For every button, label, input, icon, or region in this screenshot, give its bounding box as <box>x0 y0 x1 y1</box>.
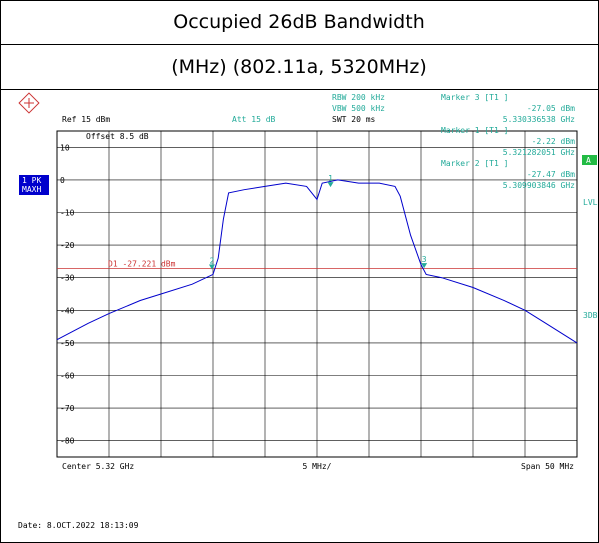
marker-name: Marker 1 [T1 ] <box>441 126 508 135</box>
y-tick-label: -40 <box>60 306 75 315</box>
y-tick-label: 10 <box>60 143 70 152</box>
marker-freq: 5.321282051 GHz <box>503 148 575 157</box>
side-3db: 3DB <box>583 311 598 320</box>
side-a: A <box>586 156 591 165</box>
side-badge <box>582 155 597 165</box>
marker <box>208 264 215 270</box>
y-tick-label: -20 <box>60 241 75 250</box>
y-tick-label: -30 <box>60 274 75 283</box>
y-tick-label: 0 <box>60 176 65 185</box>
swt: SWT 20 ms <box>332 115 376 124</box>
marker-level: -27.05 dBm <box>527 104 575 113</box>
y-tick-label: -70 <box>60 404 75 413</box>
display-line-label: D1 -27.221 dBm <box>108 260 176 269</box>
chart-title: Occupied 26dB Bandwidth <box>173 11 424 33</box>
trace-badge <box>19 175 49 195</box>
chart-subtitle: (MHz) (802.11a, 5320MHz) <box>171 56 427 78</box>
y-tick-label: -50 <box>60 339 75 348</box>
vbw: VBW 500 kHz <box>332 104 385 113</box>
offset: Offset 8.5 dB <box>86 132 149 141</box>
y-tick-label: -10 <box>60 209 75 218</box>
marker-level: -2.22 dBm <box>532 137 576 146</box>
logo <box>18 92 40 114</box>
marker-freq: 5.309903846 GHz <box>503 181 575 190</box>
marker-name: Marker 3 [T1 ] <box>441 93 508 102</box>
marker-label: 1 <box>328 174 333 183</box>
side-lvl: LVL <box>583 198 598 207</box>
center: Center 5.32 GHz <box>62 462 134 471</box>
y-tick-label: -60 <box>60 372 75 381</box>
marker <box>327 182 334 188</box>
marker <box>421 263 428 269</box>
date: Date: 8.OCT.2022 18:13:09 <box>18 521 139 530</box>
ref: Ref 15 dBm <box>62 115 110 124</box>
att: Att 15 dB <box>232 115 276 124</box>
marker-label: 3 <box>422 255 427 264</box>
trace: 1 PK <box>22 176 41 185</box>
marker-freq: 5.330336538 GHz <box>503 115 575 124</box>
span: Span 50 MHz <box>521 462 574 471</box>
div: 5 MHz/ <box>303 462 332 471</box>
y-tick-label: -80 <box>60 437 75 446</box>
marker-level: -27.47 dBm <box>527 170 575 179</box>
marker-label: 2 <box>210 256 215 265</box>
mode: MAXH <box>22 185 41 194</box>
marker-name: Marker 2 [T1 ] <box>441 159 508 168</box>
rbw: RBW 200 kHz <box>332 93 385 102</box>
header: RBW 200 kHz VBW 500 kHz SWT 20 ms Ref 15… <box>18 93 598 530</box>
trace <box>56 179 578 344</box>
